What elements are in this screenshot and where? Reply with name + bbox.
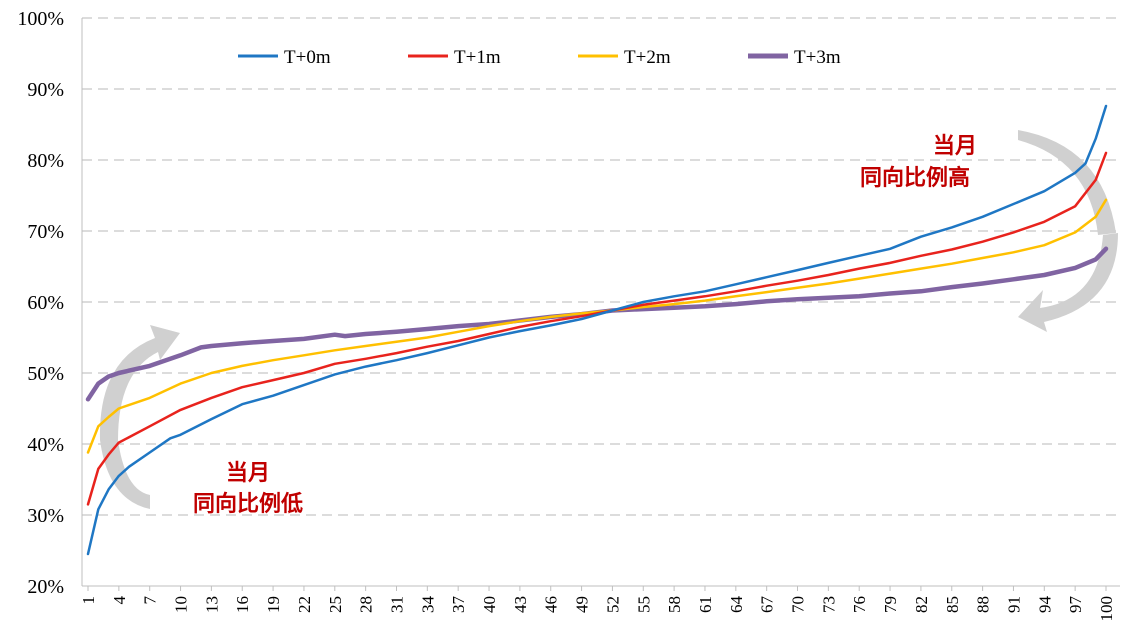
x-tick-label: 49 (573, 596, 592, 613)
x-tick-label: 16 (233, 596, 252, 613)
x-tick-label: 19 (264, 596, 283, 613)
y-tick-label: 90% (27, 79, 64, 101)
x-tick-label: 31 (387, 596, 406, 613)
y-tick-labels: 20% 30% 40% 50% 60% 70% 80% 90% 100% (17, 8, 64, 598)
x-tick-label: 13 (202, 596, 221, 613)
x-tick-label: 28 (357, 596, 376, 613)
x-tick-label: 58 (665, 596, 684, 613)
x-tick-label: 43 (511, 596, 530, 613)
x-tick-label: 82 (912, 596, 931, 613)
annotation-low-line2: 同向比例低 (193, 491, 303, 517)
x-tick-label: 61 (696, 596, 715, 613)
x-tick-label: 46 (542, 596, 561, 613)
x-tick-label: 100 (1097, 596, 1116, 622)
x-tick-label: 73 (819, 596, 838, 613)
legend-label: T+0m (284, 47, 331, 68)
y-tick-label: 70% (27, 221, 64, 243)
x-tick-label: 37 (449, 596, 468, 614)
x-tick-label: 76 (850, 596, 869, 613)
series-line-T+3m (85, 246, 1109, 402)
y-tick-label: 60% (27, 292, 64, 314)
x-tick-label: 97 (1066, 596, 1085, 614)
annotation-high-line1: 当月 (933, 134, 977, 159)
x-tick-label: 91 (1004, 596, 1023, 613)
series-line-T+1m (86, 151, 1108, 506)
curved-arrow-icon-lower-left (99, 325, 180, 509)
x-tick-labels: 1 4 7 10 13 16 19 22 25 28 31 34 37 40 43 46 49 52 55 58 61 6… (79, 596, 1116, 622)
annotation-high: 当月 同向比例高 (860, 134, 977, 191)
y-tick-label: 100% (17, 8, 64, 30)
y-tick-label: 20% (27, 576, 64, 598)
legend: T+0m T+1m T+2m T+3m (238, 47, 841, 68)
y-tick-label: 40% (27, 434, 64, 456)
x-tick-label: 1 (79, 596, 98, 605)
x-tick-label: 7 (141, 596, 160, 605)
annotation-low: 当月 同向比例低 (193, 461, 303, 517)
x-tick-label: 64 (727, 596, 746, 614)
x-tick-label: 25 (326, 596, 345, 613)
annotation-high-line2: 同向比例高 (860, 165, 970, 191)
x-tick-label: 85 (943, 596, 962, 613)
series-line-T+0m (86, 104, 1108, 556)
y-tick-label: 50% (27, 363, 64, 385)
rotation-arrows (99, 130, 1118, 509)
y-tick-label: 80% (27, 150, 64, 172)
y-tick-label: 30% (27, 505, 64, 527)
x-tick-label: 22 (295, 596, 314, 613)
x-tick-label: 52 (603, 596, 622, 613)
x-tick-label: 34 (418, 596, 437, 614)
series-line-T+2m (86, 198, 1108, 454)
gridlines (82, 17, 1120, 516)
x-tick-label: 55 (634, 596, 653, 613)
legend-label: T+2m (624, 47, 671, 68)
legend-label: T+3m (794, 47, 841, 68)
x-tick-label: 67 (758, 596, 777, 614)
x-tick-label: 94 (1035, 596, 1054, 614)
curved-arrow-icon-upper-right (1018, 130, 1118, 332)
x-tick-label: 40 (480, 596, 499, 613)
legend-label: T+1m (454, 47, 501, 68)
x-tick-label: 4 (110, 596, 129, 605)
annotation-low-line1: 当月 (226, 461, 270, 486)
axes (81, 18, 1120, 591)
x-tick-label: 88 (974, 596, 993, 613)
x-tick-label: 79 (881, 596, 900, 613)
series-lines (85, 104, 1109, 556)
x-tick-label: 70 (789, 596, 808, 613)
x-tick-label: 10 (172, 596, 191, 613)
